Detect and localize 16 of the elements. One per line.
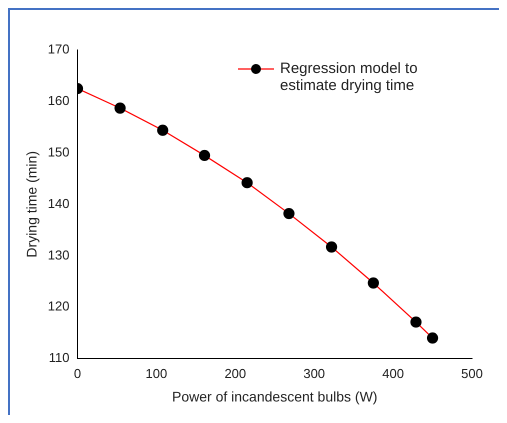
y-tick-label: 130 [48,247,70,262]
y-axis-title: Drying time (min) [23,151,40,258]
y-tick-label: 140 [48,196,70,211]
y-tick-label: 150 [48,144,70,160]
legend-label: Regression model to estimate drying time [280,60,419,94]
x-tick-label: 400 [382,366,404,381]
y-tick-label: 110 [48,350,70,366]
y-tick-label: 160 [48,93,70,108]
x-tick-label: 200 [224,366,246,381]
x-tick-label: 300 [303,366,326,381]
y-tick-label: 170 [48,42,70,57]
x-axis-title: Power of incandescent bulbs (W) [172,388,378,404]
x-tick-label: 0 [74,366,82,381]
x-tick-label: 500 [461,366,483,381]
y-tick-label: 120 [48,298,70,314]
x-tick-label: 100 [146,366,168,381]
